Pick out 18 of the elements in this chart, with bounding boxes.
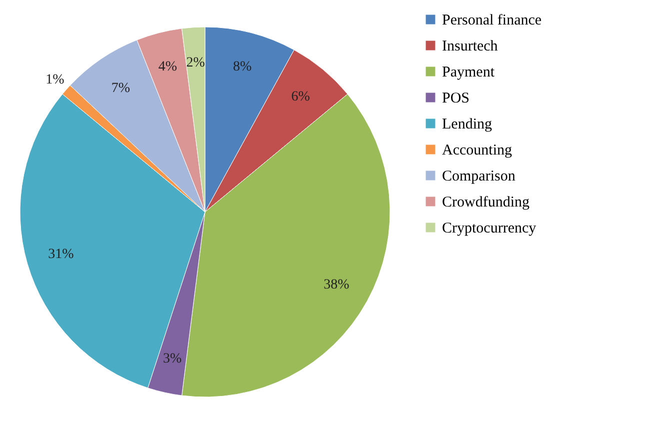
legend-label: POS bbox=[442, 90, 470, 106]
legend-label: Cryptocurrency bbox=[442, 220, 537, 236]
legend-label: Payment bbox=[442, 64, 496, 80]
data-label: 1% bbox=[46, 72, 65, 88]
data-label: 31% bbox=[48, 246, 74, 262]
legend-label: Lending bbox=[442, 116, 492, 132]
data-label: 7% bbox=[111, 80, 130, 96]
data-label: 3% bbox=[162, 351, 182, 366]
data-label: 2% bbox=[186, 55, 206, 70]
legend-label: Personal finance bbox=[442, 12, 542, 28]
data-label: 4% bbox=[158, 60, 178, 75]
legend-label: Accounting bbox=[442, 142, 512, 158]
legend-label: Crowdfunding bbox=[442, 194, 530, 210]
legend-label: Insurtech bbox=[442, 38, 498, 54]
data-label: 8% bbox=[232, 60, 252, 75]
legend-label: Comparison bbox=[442, 168, 516, 184]
data-label: 38% bbox=[324, 277, 350, 292]
data-label: 6% bbox=[291, 89, 310, 104]
